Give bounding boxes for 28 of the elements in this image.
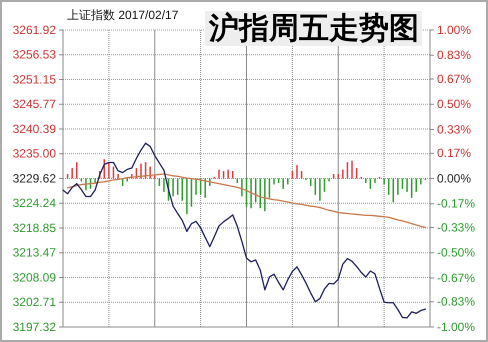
y2-tick-label: 0.50% xyxy=(437,97,472,112)
y2-tick-label: 0.83% xyxy=(437,48,472,62)
y-tick-label: 3224.24 xyxy=(12,196,56,210)
y2-tick-label: 0.33% xyxy=(437,122,472,136)
y2-tick-label: -0.67% xyxy=(437,270,476,285)
y2-tick-label: -0.50% xyxy=(437,246,476,260)
y-tick-label: 3251.15 xyxy=(12,72,56,86)
y-tick-label: 3197.32 xyxy=(12,320,56,334)
y2-tick-label: -0.33% xyxy=(437,220,476,234)
y2-tick-label: 0.67% xyxy=(437,72,472,86)
y2-tick-label: -0.17% xyxy=(437,196,476,211)
y-tick-label: 3245.77 xyxy=(12,97,56,112)
y-tick-label: 3202.71 xyxy=(12,295,56,310)
y2-tick-label: 0.00% xyxy=(437,171,472,186)
y-tick-label: 3240.39 xyxy=(12,122,56,136)
chart-title: 沪指周五走势图 xyxy=(208,11,419,46)
y2-tick-label: 1.00% xyxy=(437,22,472,37)
y-tick-label: 3235.00 xyxy=(12,146,56,161)
y-tick-label: 3218.85 xyxy=(12,220,56,235)
y-tick-label: 3208.09 xyxy=(12,270,56,284)
y-tick-label: 3256.53 xyxy=(12,48,56,62)
chart-subtitle: 上证指数 2017/02/17 xyxy=(67,8,179,22)
y2-tick-label: -1.00% xyxy=(437,320,476,334)
y2-tick-label: -0.83% xyxy=(437,294,476,309)
y2-tick-label: 0.17% xyxy=(437,146,472,160)
y-tick-label: 3213.47 xyxy=(12,246,56,260)
y-tick-label: 3261.92 xyxy=(12,22,56,37)
y-tick-label: 3229.62 xyxy=(12,171,56,186)
